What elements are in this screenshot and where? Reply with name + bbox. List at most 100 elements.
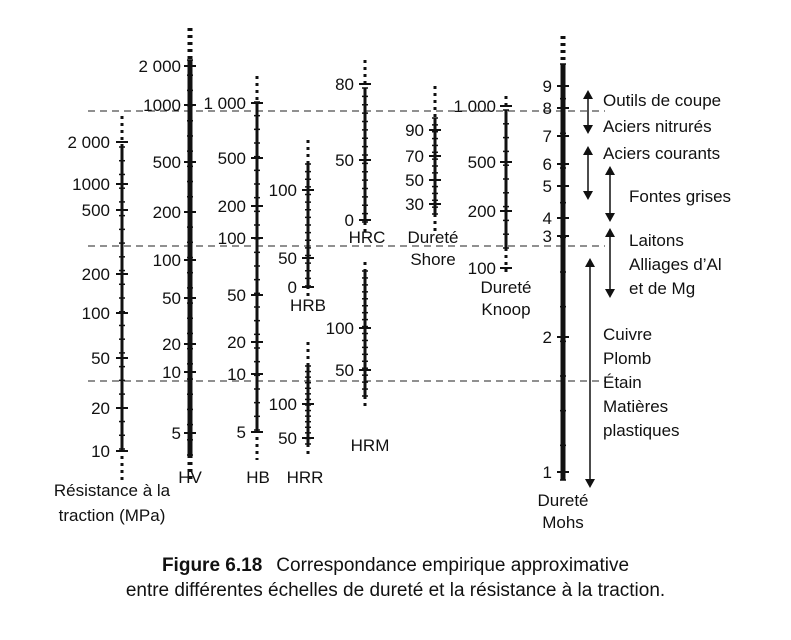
scale-tick-label: 0 [345,211,354,230]
scale-tick-label: 30 [405,195,424,214]
material-label: et de Mg [629,279,695,298]
scale-tick-label: 5 [543,177,552,196]
scale-name: HRM [351,436,390,455]
scale-tick-label: 4 [543,209,552,228]
scale-tick-label: 5 [237,423,246,442]
scale-tick-label: 9 [543,77,552,96]
scale-tick-label: 1 000 [453,97,496,116]
scale-name: HRC [349,228,386,247]
material-nitrures: Aciers nitrurés [603,117,712,136]
material-label: Aciers courants [603,144,720,163]
arrow-head [585,258,595,267]
material-label: Outils de coupe [603,91,721,110]
scale-name: HRR [287,468,324,487]
material-laitons: Laitons Alliages d’Al et de Mg [605,228,722,298]
scale-tick-label: 100 [82,304,110,323]
scale-hb: 1 000 500 200 100 50 20 10 5 HB [203,76,270,487]
scale-name: HRB [290,296,326,315]
scale-tick-label: 50 [278,429,297,448]
figure-caption: Figure 6.18 Correspondance empirique appr… [0,553,791,603]
scale-hv: 2 000 1000 500 200 100 50 20 10 5 HV [138,28,202,487]
material-label: Matières [603,397,668,416]
scale-tick-label: 5 [172,424,181,443]
arrow-head [585,479,595,488]
reference-lines [88,110,605,382]
scale-tick-label: 100 [269,395,297,414]
scale-tick-label: 50 [335,151,354,170]
scale-name: HB [246,468,270,487]
scale-tick-label: 200 [82,265,110,284]
scale-tick-label: 100 [326,319,354,338]
scale-tick-label: 1 [543,463,552,482]
scale-tick-label: 20 [91,399,110,418]
arrow-head [583,146,593,155]
scale-tick-label: 80 [335,75,354,94]
scale-tick-label: 50 [405,171,424,190]
scale-name: Shore [410,250,455,269]
scale-tick-label: 2 000 [67,133,110,152]
scale-tick-label: 70 [405,147,424,166]
material-label: plastiques [603,421,680,440]
scale-tick-label: 7 [543,127,552,146]
scale-shore: 90 70 50 30 Dureté Shore [405,86,459,269]
scale-tick-label: 200 [218,197,246,216]
arrow-head [605,289,615,298]
scale-tick-label: 8 [543,99,552,118]
scale-tick-label: 3 [543,227,552,246]
arrow-head [605,213,615,222]
scale-tick-label: 500 [468,153,496,172]
scale-tick-label: 500 [153,153,181,172]
material-label: Aciers nitrurés [603,117,712,136]
material-label: Cuivre [603,325,652,344]
scale-tick-label: 2 [543,328,552,347]
scale-tick-label: 20 [162,335,181,354]
scale-tick-label: 50 [278,249,297,268]
material-metaux-tendres: Cuivre Plomb Étain Matières plastiques [585,258,680,488]
scale-tick-label: 100 [153,251,181,270]
arrow-head [605,228,615,237]
scale-traction: 2 000 1000 500 200 100 50 20 10 Résistance à la t… [54,116,171,525]
scale-tick-label: 500 [82,201,110,220]
arrow-head [583,90,593,99]
caption-line-1: Figure 6.18 Correspondance empirique appr… [0,553,791,578]
material-label: Alliages d’Al [629,255,722,274]
material-fontes: Fontes grises [605,166,731,222]
scale-name: Mohs [542,513,584,532]
figure-number: Figure 6.18 [161,555,263,576]
scale-name: Dureté [407,228,458,247]
arrow-head [583,125,593,134]
scale-tick-label: 50 [335,361,354,380]
material-aciers-courants: Aciers courants [583,144,720,200]
scale-tick-label: 100 [269,181,297,200]
scale-tick-label: 1000 [72,175,110,194]
material-outils: Outils de coupe [583,90,721,134]
scale-tick-label: 100 [468,259,496,278]
material-label: Laitons [629,231,684,250]
scale-tick-label: 50 [227,286,246,305]
material-label: Fontes grises [629,187,731,206]
scale-name: HV [178,468,202,487]
material-label: Plomb [603,349,651,368]
scale-tick-label: 50 [91,349,110,368]
arrow-head [605,166,615,175]
scale-tick-label: 1 000 [203,94,246,113]
caption-line-2: entre différentes échelles de dureté et … [125,580,666,601]
scale-name: Knoop [481,300,530,319]
scale-tick-label: 10 [91,442,110,461]
scale-mohs: 9 8 7 6 5 43 2 1 Dureté Mohs [537,36,589,532]
scale-tick-label: 0 [288,278,297,297]
scale-tick-label: 20 [227,333,246,352]
scale-name: Dureté [537,491,588,510]
scale-name: traction (MPa) [59,506,166,525]
scale-tick-label: 200 [153,203,181,222]
scale-hrr: 100 50 HRR [269,342,324,487]
scale-tick-label: 10 [162,363,181,382]
scale-name: Résistance à la [54,481,171,500]
scale-hrm: 100 50 HRM [326,262,390,455]
scale-tick-label: 1000 [143,96,181,115]
